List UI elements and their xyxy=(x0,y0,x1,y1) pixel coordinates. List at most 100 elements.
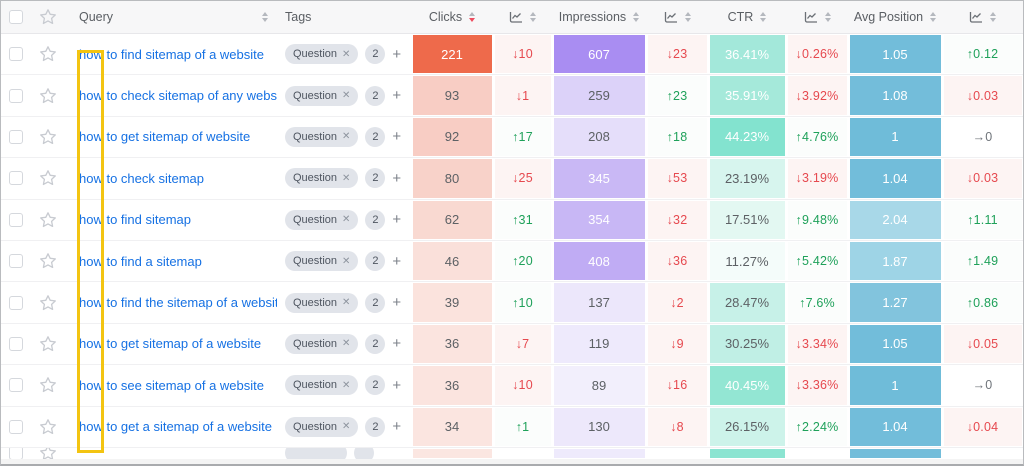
star-icon[interactable] xyxy=(39,169,57,187)
column-header-query[interactable]: Query xyxy=(65,1,277,33)
add-tag-button[interactable]: + xyxy=(392,87,402,105)
row-checkbox[interactable] xyxy=(9,447,23,459)
tag-remove-icon[interactable]: ✕ xyxy=(342,297,351,309)
star-icon[interactable] xyxy=(39,87,57,105)
add-tag-button[interactable]: + xyxy=(392,211,402,229)
tag-count-badge[interactable]: 2 xyxy=(365,375,386,396)
tag-pill[interactable]: Question ✕ xyxy=(285,168,359,189)
tag-pill[interactable]: Question ✕ xyxy=(285,85,359,106)
star-icon[interactable] xyxy=(39,45,57,63)
star-icon[interactable] xyxy=(39,294,57,312)
star-icon[interactable] xyxy=(39,128,57,146)
tag-remove-icon[interactable]: ✕ xyxy=(342,214,351,226)
query-link[interactable]: how to get a sitemap of a website xyxy=(79,419,272,435)
column-header-clicks-trend[interactable] xyxy=(493,1,552,33)
column-header-clicks[interactable]: Clicks xyxy=(411,1,493,33)
sort-icon-clicks-trend[interactable] xyxy=(530,12,536,22)
row-checkbox[interactable] xyxy=(9,378,23,393)
tag-count-badge[interactable] xyxy=(354,447,374,459)
row-checkbox[interactable] xyxy=(9,419,23,434)
tag-pill[interactable]: Question ✕ xyxy=(285,44,359,65)
tag-count-badge[interactable]: 2 xyxy=(365,168,386,189)
star-icon[interactable] xyxy=(39,252,57,270)
query-link[interactable]: how to find sitemap of a website xyxy=(79,46,264,62)
ctr-change-cell: ↓3.36% xyxy=(787,366,847,405)
tag-remove-icon[interactable]: ✕ xyxy=(342,421,351,433)
tag-pill[interactable] xyxy=(285,447,347,459)
sort-icon-avg-position-trend[interactable] xyxy=(990,12,996,22)
column-header-avg-position-trend[interactable] xyxy=(942,1,1023,33)
row-checkbox[interactable] xyxy=(9,254,23,269)
tag-pill[interactable]: Question ✕ xyxy=(285,292,359,313)
add-tag-button[interactable]: + xyxy=(392,169,402,187)
column-header-impressions-trend[interactable] xyxy=(646,1,708,33)
tag-count-badge[interactable]: 2 xyxy=(365,44,386,65)
sort-icon-clicks-active[interactable] xyxy=(469,12,476,22)
add-tag-button[interactable]: + xyxy=(392,45,402,63)
add-tag-button[interactable]: + xyxy=(392,376,402,394)
tag-count-badge[interactable]: 2 xyxy=(365,251,386,272)
select-all-checkbox[interactable] xyxy=(9,10,23,24)
row-checkbox[interactable] xyxy=(9,336,23,351)
column-header-avg-position[interactable]: Avg Position xyxy=(848,1,942,33)
column-header-ctr-trend[interactable] xyxy=(786,1,848,33)
sort-icon-impressions-trend[interactable] xyxy=(684,12,691,22)
tag-pill[interactable]: Question ✕ xyxy=(285,126,359,147)
avg-position-change-cell: →0 xyxy=(943,117,1022,157)
tag-count-badge[interactable]: 2 xyxy=(365,416,386,437)
sort-icon-query[interactable] xyxy=(262,12,268,22)
query-link[interactable]: how to find a sitemap xyxy=(79,253,202,269)
row-checkbox[interactable] xyxy=(9,212,23,227)
horizontal-scrollbar[interactable] xyxy=(1,458,1023,464)
tag-remove-icon[interactable]: ✕ xyxy=(342,48,351,60)
row-checkbox[interactable] xyxy=(9,129,23,144)
query-link[interactable]: how to find the sitemap of a website xyxy=(79,295,277,311)
star-icon[interactable] xyxy=(39,335,57,353)
tag-remove-icon[interactable]: ✕ xyxy=(342,172,351,184)
query-link[interactable]: how to get sitemap of a website xyxy=(79,336,262,352)
sort-icon-ctr[interactable] xyxy=(760,12,767,22)
row-checkbox[interactable] xyxy=(9,47,23,62)
tag-remove-icon[interactable]: ✕ xyxy=(342,131,351,143)
add-tag-button[interactable]: + xyxy=(392,128,402,146)
row-checkbox[interactable] xyxy=(9,171,23,186)
star-icon[interactable] xyxy=(39,376,57,394)
add-tag-button[interactable]: + xyxy=(392,335,402,353)
tag-pill[interactable]: Question ✕ xyxy=(285,251,359,272)
star-icon[interactable] xyxy=(39,447,57,459)
tag-pill[interactable]: Question ✕ xyxy=(285,209,359,230)
column-header-ctr[interactable]: CTR xyxy=(708,1,786,33)
tag-remove-icon[interactable]: ✕ xyxy=(342,90,351,102)
tag-pill[interactable]: Question ✕ xyxy=(285,375,359,396)
sort-icon-impressions[interactable] xyxy=(633,12,640,22)
row-checkbox[interactable] xyxy=(9,295,23,310)
tag-count-badge[interactable]: 2 xyxy=(365,209,386,230)
tag-count-badge[interactable]: 2 xyxy=(365,85,386,106)
tag-pill[interactable]: Question ✕ xyxy=(285,333,359,354)
star-icon[interactable] xyxy=(39,8,57,26)
add-tag-button[interactable]: + xyxy=(392,252,402,270)
query-link[interactable]: how to check sitemap of any website xyxy=(79,88,277,104)
sort-icon-ctr-trend[interactable] xyxy=(824,12,831,22)
tag-count-badge[interactable]: 2 xyxy=(365,126,386,147)
tag-remove-icon[interactable]: ✕ xyxy=(342,338,351,350)
column-header-impressions[interactable]: Impressions xyxy=(552,1,646,33)
star-icon[interactable] xyxy=(39,211,57,229)
tag-remove-icon[interactable]: ✕ xyxy=(342,255,351,267)
sort-icon-avg-position[interactable] xyxy=(930,12,937,22)
tag-count-badge[interactable]: 2 xyxy=(365,333,386,354)
row-checkbox[interactable] xyxy=(9,88,23,103)
tag-count-badge[interactable]: 2 xyxy=(365,292,386,313)
avg-position-value-cell: 1 xyxy=(849,366,941,405)
add-tag-button[interactable]: + xyxy=(392,294,402,312)
clicks-value-cell: 93 xyxy=(412,76,492,115)
add-tag-button[interactable]: + xyxy=(392,418,402,436)
impressions-value-cell: 607 xyxy=(553,35,645,74)
query-link[interactable]: how to check sitemap xyxy=(79,170,205,186)
star-icon[interactable] xyxy=(39,418,57,436)
tag-remove-icon[interactable]: ✕ xyxy=(342,379,351,391)
query-link[interactable]: how to see sitemap of a website xyxy=(79,377,264,393)
query-link[interactable]: how to find sitemap xyxy=(79,212,192,228)
query-link[interactable]: how to get sitemap of website xyxy=(79,129,251,145)
tag-pill[interactable]: Question ✕ xyxy=(285,416,359,437)
